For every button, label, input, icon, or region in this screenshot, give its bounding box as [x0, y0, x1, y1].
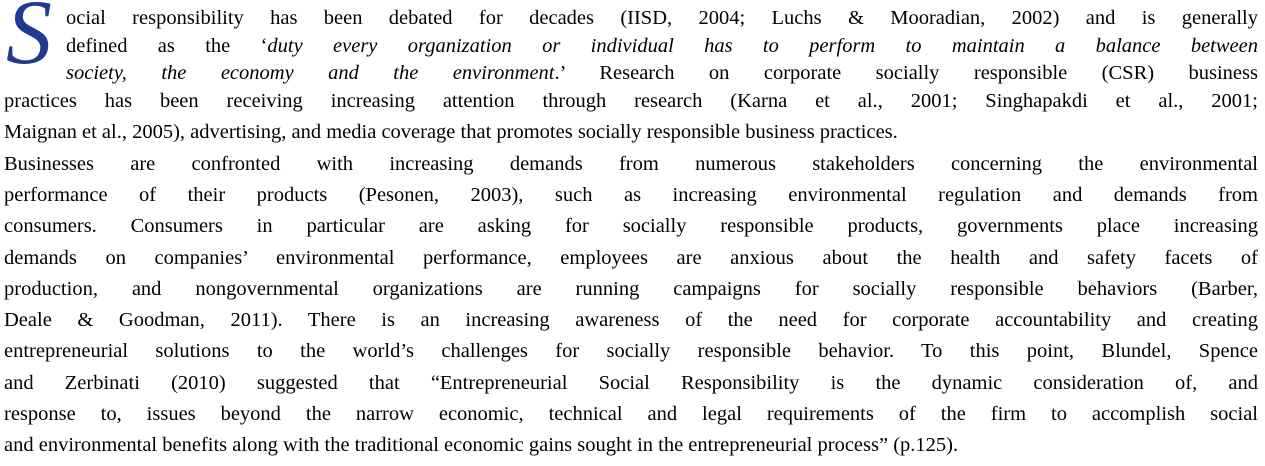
drop-cap: S — [6, 0, 52, 78]
text-line: entrepreneurial solutions to the world’s… — [4, 339, 1258, 363]
text-run: entrepreneurial solutions to the world’s… — [4, 340, 1258, 362]
text-run: Maignan et al., 2005), advertising, and … — [4, 121, 898, 143]
text-line: consumers. Consumers in particular are a… — [4, 214, 1258, 238]
text-line: production, and nongovernmental organiza… — [4, 277, 1258, 301]
text-line: demands on companies’ environmental perf… — [4, 246, 1258, 270]
document: S ocial responsibility has been debated … — [0, 0, 1265, 466]
text-run: consumers. Consumers in particular are a… — [4, 215, 1258, 237]
text-line: Maignan et al., 2005), advertising, and … — [4, 120, 1258, 144]
text-line: society, the economy and the environment… — [66, 61, 1258, 85]
italic-text: society, the economy and the environment — [66, 62, 554, 84]
text-line: ocial responsibility has been debated fo… — [66, 6, 1258, 30]
text-run: performance of their products (Pesonen, … — [4, 184, 1258, 206]
text-run: and Zerbinati (2010) suggested that “Ent… — [4, 372, 1258, 394]
text-line: Businesses are confronted with increasin… — [4, 152, 1258, 176]
text-run: .’ Research on corporate socially respon… — [554, 62, 1258, 84]
text-run: ocial responsibility has been debated fo… — [66, 7, 1258, 29]
text-line: response to, issues beyond the narrow ec… — [4, 402, 1258, 426]
text-line: and Zerbinati (2010) suggested that “Ent… — [4, 371, 1258, 395]
italic-text: duty every organization or individual ha… — [267, 35, 1258, 57]
text-line: defined as the ‘duty every organization … — [66, 34, 1258, 58]
text-line: performance of their products (Pesonen, … — [4, 183, 1258, 207]
text-line: Deale & Goodman, 2011). There is an incr… — [4, 308, 1258, 332]
text-run: and environmental benefits along with th… — [4, 434, 958, 456]
text-run: Businesses are confronted with increasin… — [4, 153, 1258, 175]
text-run: response to, issues beyond the narrow ec… — [4, 403, 1258, 425]
text-run: demands on companies’ environmental perf… — [4, 247, 1258, 269]
text-line: and environmental benefits along with th… — [4, 433, 1258, 457]
text-run: practices has been receiving increasing … — [4, 90, 1258, 112]
text-run: production, and nongovernmental organiza… — [4, 278, 1258, 300]
text-run: Deale & Goodman, 2011). There is an incr… — [4, 309, 1258, 331]
text-run: defined as the ‘ — [66, 35, 267, 57]
text-line: practices has been receiving increasing … — [4, 89, 1258, 113]
